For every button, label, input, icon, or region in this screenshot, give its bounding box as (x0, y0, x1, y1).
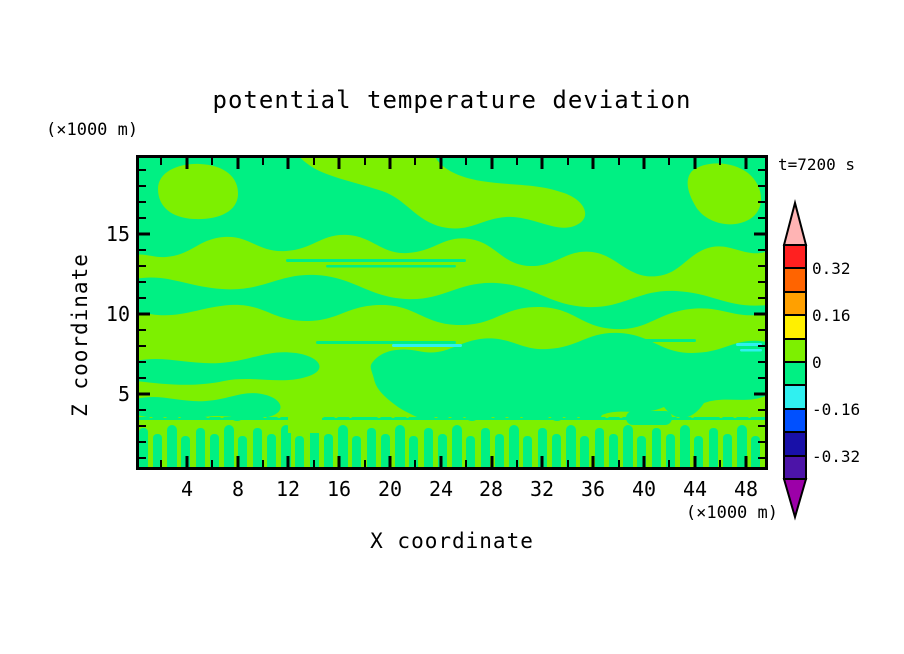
colorbar-segment (783, 384, 807, 410)
colorbar-segment (783, 244, 807, 269)
plume-tongue (551, 403, 563, 421)
contour-region-negative (136, 352, 320, 385)
contour-plot-canvas (136, 155, 768, 470)
contour-region-positive (298, 155, 586, 229)
contour-region-negative (136, 274, 768, 330)
x-tick-label: 28 (478, 477, 504, 501)
plume-row (136, 417, 768, 470)
x-tick-label: 16 (326, 477, 352, 501)
x-major-ticks-bottom (185, 456, 748, 467)
z-axis-title: Z coordinate (68, 253, 92, 417)
colorbar-segment (783, 338, 807, 363)
colorbar-segment (783, 431, 807, 457)
contour-region-positive (687, 163, 762, 225)
x-tick-label: 44 (682, 477, 708, 501)
x-minor-ticks-bottom (160, 460, 721, 467)
z-minor-ticks-right (758, 169, 765, 459)
z-tick-label: 5 (117, 382, 130, 406)
x-tick-label: 20 (377, 477, 403, 501)
plume-gap (288, 417, 322, 433)
x-tick-label: 8 (231, 477, 245, 501)
colorbar-arrow-top (782, 199, 808, 246)
colorbar-tick-label: -0.32 (812, 447, 861, 466)
colorbar-segment (783, 291, 807, 316)
contour-region-positive (158, 163, 239, 220)
z-major-ticks-left (139, 232, 150, 396)
x-tick-label: 32 (529, 477, 555, 501)
colorbar-arrow-bottom (782, 478, 808, 521)
cyan-streak (740, 349, 762, 352)
colorbar-segment (783, 408, 807, 433)
plume-head-wide (626, 411, 672, 425)
contour-field (136, 155, 768, 470)
chart-title: potential temperature deviation (212, 86, 692, 114)
colorbar-segment (783, 455, 807, 480)
colorbar-tick-label: 0.16 (812, 306, 851, 325)
x-tick-label: 4 (180, 477, 194, 501)
colorbar-tick-label: -0.16 (812, 400, 861, 419)
x-tick-label: 48 (733, 477, 759, 501)
x-tick-label: 36 (580, 477, 606, 501)
x-tick-label: 24 (428, 477, 454, 501)
z-tick-label: 10 (105, 302, 130, 326)
colorbar-segment (783, 361, 807, 386)
colorbar-tick-label: 0 (812, 353, 822, 372)
z-tick-label: 15 (105, 222, 130, 246)
x-tick-label: 12 (275, 477, 301, 501)
plume-tongue (466, 405, 478, 421)
contour-streak (326, 265, 456, 268)
z-minor-ticks-left (139, 169, 146, 459)
colorbar-segment (783, 267, 807, 293)
contour-region-negative (136, 393, 281, 420)
contour-streak (606, 339, 696, 342)
x-minor-ticks-top (160, 158, 721, 165)
x-tick-label: 40 (631, 477, 657, 501)
cyan-streak (392, 344, 462, 347)
x-axis-unit: (×1000 m) (685, 503, 778, 523)
time-label: t=7200 s (778, 155, 856, 174)
contour-streak (286, 259, 466, 262)
axes-frame (136, 155, 768, 470)
x-major-ticks-top (185, 158, 748, 169)
contour-streak (316, 341, 456, 344)
z-major-ticks-right (754, 232, 765, 396)
colorbar (782, 199, 808, 521)
plume-tongue (231, 407, 243, 421)
x-axis-title: X coordinate (370, 529, 534, 553)
colorbar-tick-label: 0.32 (812, 259, 851, 278)
z-axis-unit: (×1000 m) (46, 120, 139, 140)
cyan-streak (736, 343, 762, 346)
colorbar-segment (783, 314, 807, 340)
